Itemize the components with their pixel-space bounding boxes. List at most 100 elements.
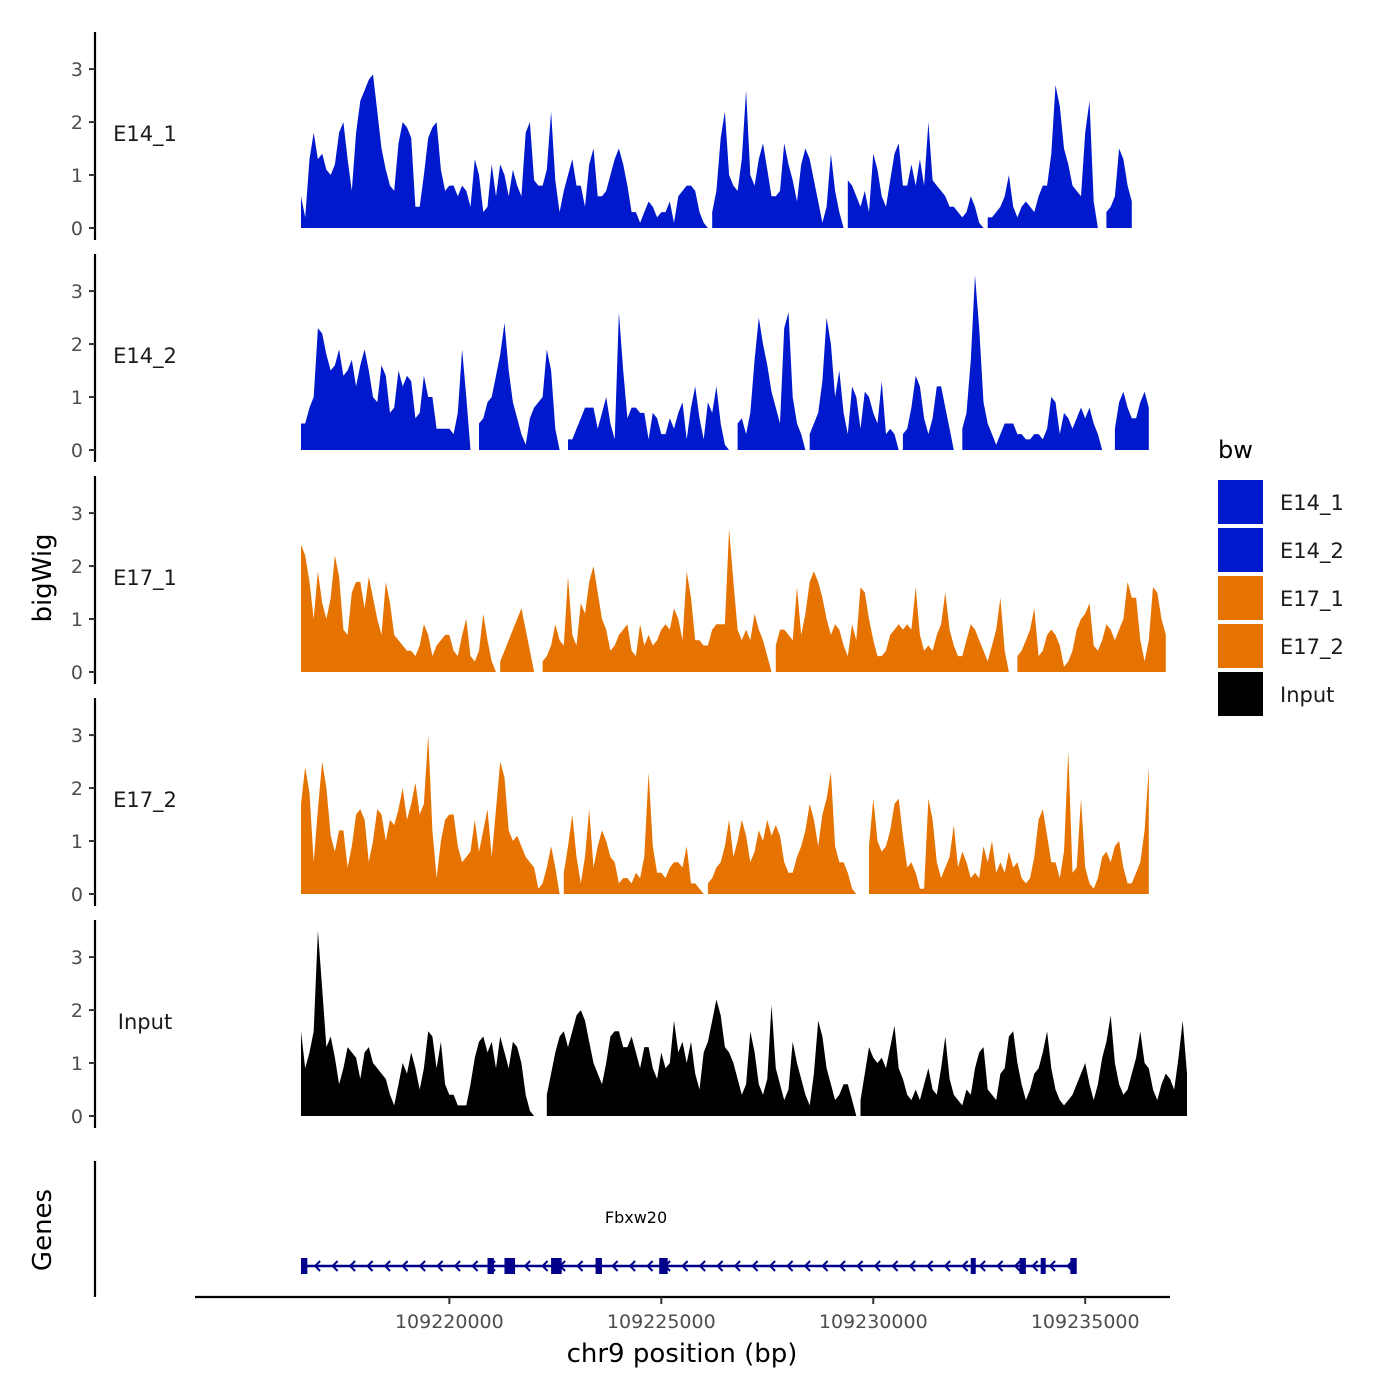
legend-label-input: Input — [1280, 683, 1334, 707]
tracks-panel: 0 1 2 3 E14_1 0 1 2 3 E14_2 0 1 2 3 E17_1 0 1 2 3 E17_2 0 1 2 3… — [71, 32, 1187, 1128]
strand-arrow — [821, 1260, 829, 1272]
track-label-input: Input — [118, 1010, 172, 1034]
track-label-e14_2: E14_2 — [113, 344, 177, 369]
y-tick-label: 1 — [71, 1053, 83, 1075]
strand-arrow — [961, 1260, 969, 1272]
strand-arrow — [313, 1260, 321, 1272]
strand-arrow — [541, 1260, 549, 1272]
strand-arrow — [978, 1260, 986, 1272]
strand-arrow — [418, 1260, 426, 1272]
track-e14_1: 0 1 2 3 E14_1 — [71, 32, 1132, 240]
x-tick-label: 109235000 — [1031, 1311, 1140, 1333]
legend-swatch-e14_2 — [1218, 528, 1263, 572]
strand-arrow — [366, 1260, 374, 1272]
track-input: 0 1 2 3 Input — [71, 920, 1187, 1128]
y-tick-label: 2 — [71, 778, 83, 800]
y-tick-label: 1 — [71, 165, 83, 187]
strand-arrow — [1031, 1260, 1039, 1272]
y-tick-label: 3 — [71, 947, 83, 969]
exon — [970, 1258, 976, 1274]
strand-arrow — [348, 1260, 356, 1272]
strand-arrow — [716, 1260, 724, 1272]
y-tick-label: 2 — [71, 1000, 83, 1022]
track-label-e14_1: E14_1 — [113, 122, 177, 147]
exon — [595, 1258, 602, 1274]
legend-swatch-e14_1 — [1218, 480, 1263, 524]
y-tick-label: 0 — [71, 884, 83, 906]
x-tick-label: 109230000 — [819, 1311, 928, 1333]
legend-swatch-e17_2 — [1218, 624, 1263, 668]
strand-arrow — [908, 1260, 916, 1272]
y-tick-label: 2 — [71, 556, 83, 578]
track-area-input — [301, 930, 1187, 1116]
strand-arrow — [1048, 1260, 1056, 1272]
exon — [300, 1258, 308, 1274]
track-e14_2: 0 1 2 3 E14_2 — [71, 254, 1149, 462]
strand-arrow — [943, 1260, 951, 1272]
y-tick-label: 0 — [71, 218, 83, 240]
strand-arrow — [401, 1260, 409, 1272]
y-tick-label: 3 — [71, 725, 83, 747]
strand-arrow — [856, 1260, 864, 1272]
gene-name-label: Fbxw20 — [605, 1208, 667, 1227]
y-tick-label: 2 — [71, 334, 83, 356]
strand-arrow — [751, 1260, 759, 1272]
y-tick-label: 0 — [71, 662, 83, 684]
strand-arrow — [733, 1260, 741, 1272]
legend-label-e14_1: E14_1 — [1280, 491, 1344, 516]
y-tick-label: 3 — [71, 503, 83, 525]
x-tick-label: 109225000 — [607, 1311, 716, 1333]
strand-arrow — [646, 1260, 654, 1272]
legend-title: bw — [1218, 436, 1253, 464]
legend-label-e17_2: E17_2 — [1280, 635, 1344, 660]
y-tick-label: 1 — [71, 609, 83, 631]
genes-panel: Genes Fbxw20 — [28, 1161, 1077, 1297]
strand-arrow — [891, 1260, 899, 1272]
genes-axis-title: Genes — [28, 1189, 58, 1271]
track-area-e14_2 — [301, 275, 1149, 450]
strand-arrow — [786, 1260, 794, 1272]
legend-label-e14_2: E14_2 — [1280, 539, 1344, 564]
legend: bw E14_1 E14_2 E17_1 E17_2 Input — [1218, 436, 1344, 716]
strand-arrow — [926, 1260, 934, 1272]
strand-arrow — [331, 1260, 339, 1272]
track-area-e14_1 — [301, 74, 1132, 229]
y-tick-label: 1 — [71, 831, 83, 853]
track-label-e17_1: E17_1 — [113, 566, 177, 591]
exon — [1070, 1258, 1077, 1274]
y-tick-label: 0 — [71, 440, 83, 462]
x-axis-title: chr9 position (bp) — [567, 1339, 798, 1369]
strand-arrow — [471, 1260, 479, 1272]
exon — [1019, 1258, 1026, 1274]
strand-arrow — [436, 1260, 444, 1272]
y-tick-label: 3 — [71, 59, 83, 81]
strand-arrow — [768, 1260, 776, 1272]
x-tick-label: 109220000 — [395, 1311, 504, 1333]
strand-arrow — [628, 1260, 636, 1272]
strand-arrow — [873, 1260, 881, 1272]
exon — [551, 1258, 562, 1274]
exon — [504, 1258, 516, 1274]
track-e17_1: 0 1 2 3 E17_1 — [71, 476, 1166, 684]
strand-arrow — [576, 1260, 584, 1272]
legend-label-e17_1: E17_1 — [1280, 587, 1344, 612]
y-tick-label: 2 — [71, 112, 83, 134]
exon — [659, 1258, 668, 1274]
exon — [1040, 1258, 1046, 1274]
legend-swatch-e17_1 — [1218, 576, 1263, 620]
y-axis-title: bigWig — [28, 533, 58, 622]
strand-arrow — [681, 1260, 689, 1272]
legend-swatch-input — [1218, 672, 1263, 716]
strand-arrow — [611, 1260, 619, 1272]
track-e17_2: 0 1 2 3 E17_2 — [71, 698, 1149, 906]
strand-arrow — [1013, 1260, 1021, 1272]
strand-arrow — [453, 1260, 461, 1272]
y-tick-label: 1 — [71, 387, 83, 409]
strand-arrow — [698, 1260, 706, 1272]
strand-arrow — [383, 1260, 391, 1272]
track-label-e17_2: E17_2 — [113, 788, 177, 813]
track-area-e17_1 — [301, 529, 1166, 672]
y-tick-label: 0 — [71, 1106, 83, 1128]
y-tick-label: 3 — [71, 281, 83, 303]
